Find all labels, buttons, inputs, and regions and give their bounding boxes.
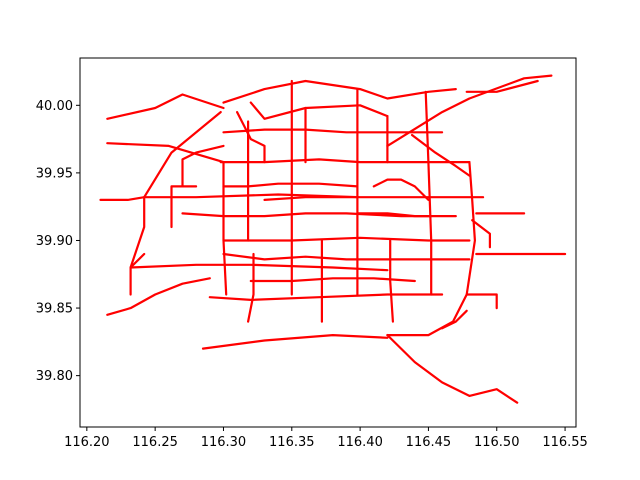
x-axis: 116.20 116.25 116.30 116.35 116.40 116.45 116.… bbox=[64, 427, 588, 450]
trajectory-line-44 bbox=[99, 196, 146, 201]
trajectory-line-11 bbox=[386, 334, 519, 404]
trajectory-line-3 bbox=[249, 101, 389, 120]
x-tick-label: 116.20 bbox=[64, 435, 110, 450]
y-tick-label: 39.85 bbox=[36, 302, 73, 317]
y-tick-label: 40.00 bbox=[36, 99, 73, 114]
x-tick-label: 116.55 bbox=[542, 435, 588, 450]
trajectory-line-26 bbox=[222, 128, 444, 134]
trajectory-line-0 bbox=[106, 93, 225, 120]
y-tick-label: 39.80 bbox=[36, 369, 73, 384]
trajectory-line-38 bbox=[372, 178, 430, 201]
trajectory-line-25 bbox=[170, 185, 198, 229]
trajectory-line-27 bbox=[410, 133, 471, 177]
trajectory-line-28 bbox=[465, 79, 539, 93]
trajectory-line-7 bbox=[129, 263, 389, 272]
x-tick-label: 116.35 bbox=[269, 435, 315, 450]
x-tick-label: 116.45 bbox=[406, 435, 452, 450]
trajectory-line-35 bbox=[181, 144, 225, 188]
trajectory-line-20 bbox=[106, 277, 211, 316]
trajectory-line-5 bbox=[219, 158, 471, 164]
plot-area bbox=[99, 74, 567, 404]
trajectory-line-21 bbox=[247, 252, 255, 323]
trajectory-line-32 bbox=[471, 219, 491, 249]
trajectory-line-9 bbox=[201, 334, 389, 350]
trajectory-line-13 bbox=[222, 161, 228, 296]
y-axis: 39.80 39.85 39.90 39.95 40.00 bbox=[36, 99, 80, 384]
trajectory-line-39 bbox=[236, 110, 266, 164]
trajectory-line-23 bbox=[389, 239, 394, 323]
trajectory-line-43 bbox=[249, 277, 416, 283]
trajectory-line-1 bbox=[106, 142, 225, 164]
trajectory-line-37 bbox=[356, 212, 433, 218]
trajectory-line-16 bbox=[424, 90, 433, 296]
y-tick-label: 39.95 bbox=[36, 166, 73, 181]
x-tick-label: 116.25 bbox=[132, 435, 178, 450]
x-tick-label: 116.40 bbox=[337, 435, 383, 450]
trajectory-line-42 bbox=[222, 252, 471, 261]
x-tick-label: 116.50 bbox=[474, 435, 520, 450]
trajectory-line-8 bbox=[208, 293, 444, 301]
trajectory-line-33 bbox=[263, 196, 359, 201]
trajectory-line-31 bbox=[465, 293, 498, 310]
trajectory-line-2 bbox=[222, 79, 457, 104]
trajectory-line-6 bbox=[222, 236, 471, 242]
trajectory-line-12 bbox=[386, 74, 553, 147]
trajectory-line-24 bbox=[181, 212, 457, 218]
x-tick-label: 116.30 bbox=[201, 435, 247, 450]
y-tick-label: 39.90 bbox=[36, 234, 73, 249]
trajectory-line-34 bbox=[222, 182, 359, 188]
trajectory-line-18 bbox=[129, 110, 222, 269]
plot-frame bbox=[79, 57, 577, 428]
trajectory-line-36 bbox=[129, 252, 146, 296]
